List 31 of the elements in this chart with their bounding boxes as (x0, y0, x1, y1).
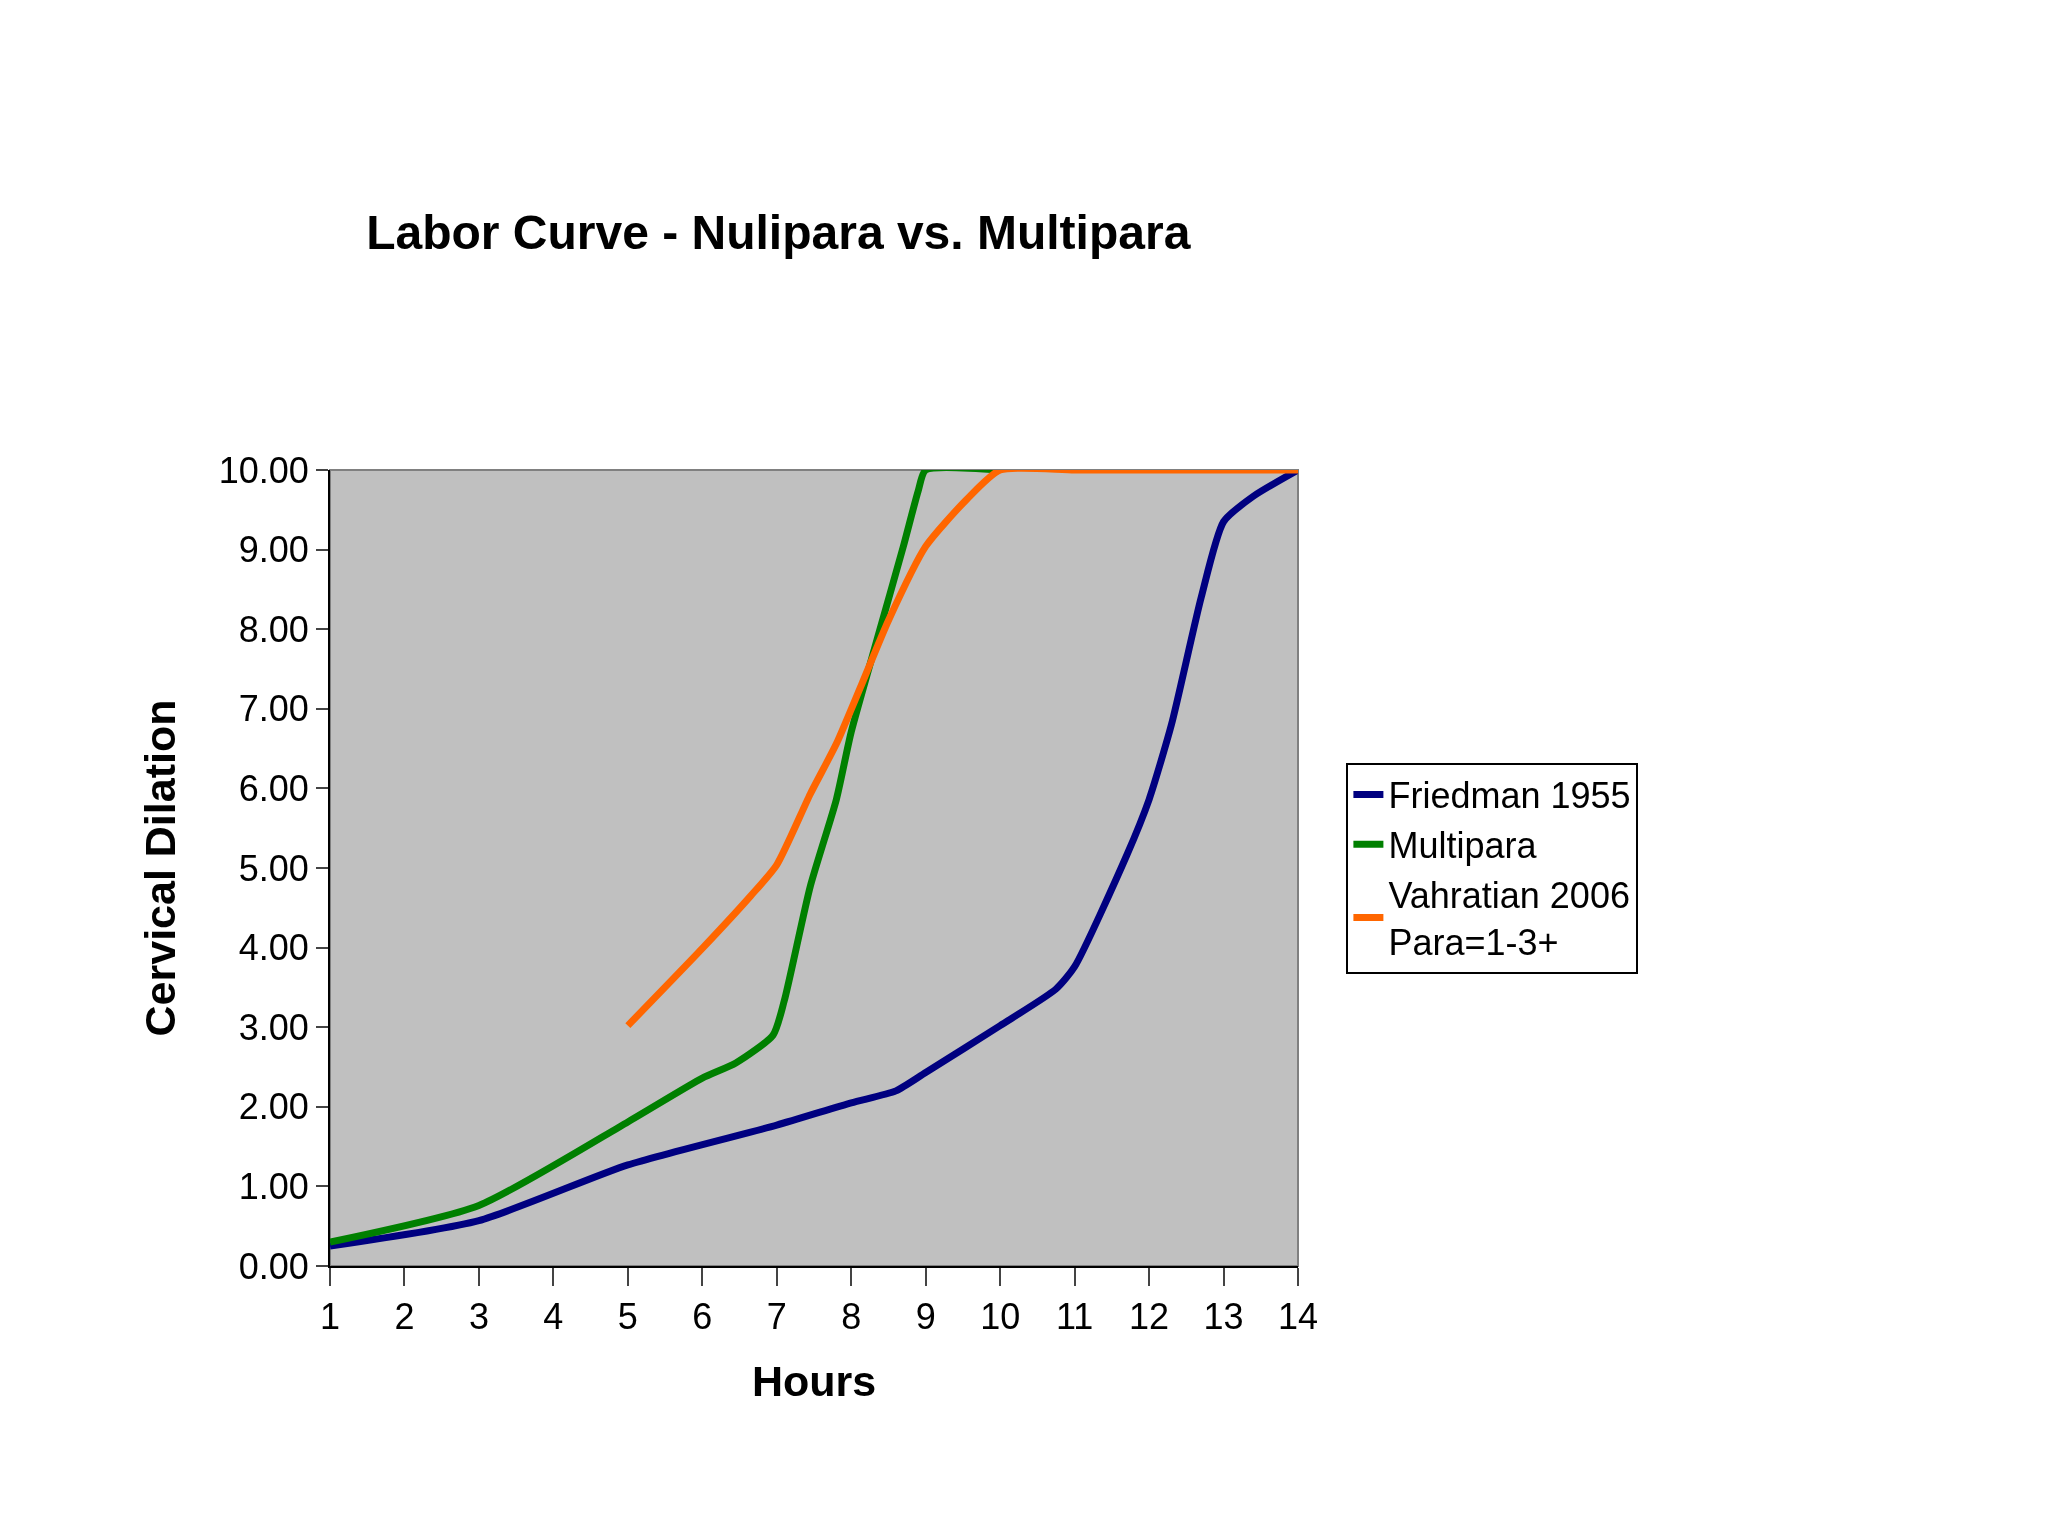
x-tick-label: 12 (1129, 1296, 1170, 1338)
legend-label: Vahratian 2006 Para=1-3+ (1388, 875, 1630, 963)
y-tick-label: 4.00 (238, 927, 309, 969)
x-tick-label: 4 (543, 1296, 564, 1338)
chart-title: Labor Curve - Nulipara vs. Multipara (366, 205, 1191, 259)
y-tick-label: 2.00 (238, 1086, 309, 1128)
legend-label: Multipara (1388, 825, 1538, 867)
x-tick-label: 6 (692, 1296, 713, 1338)
x-tick-label: 14 (1277, 1296, 1319, 1338)
legend-label: Friedman 1955 (1388, 775, 1631, 817)
x-tick-label: 5 (617, 1296, 638, 1338)
y-tick-label: 8.00 (238, 608, 309, 650)
y-tick-label: 3.00 (238, 1006, 309, 1048)
x-tick-label: 2 (394, 1296, 415, 1338)
x-tick-label: 7 (766, 1296, 787, 1338)
x-axis-title: Hours (751, 1357, 877, 1406)
y-tick-label: 10.00 (218, 449, 309, 491)
x-tick-label: 9 (915, 1296, 936, 1338)
y-tick-label: 1.00 (238, 1166, 309, 1207)
y-tick-label: 5.00 (238, 847, 309, 889)
y-tick-label: 9.00 (238, 529, 309, 571)
x-tick-label: 1 (319, 1296, 341, 1338)
y-axis-title: Cervical Dilation (135, 699, 184, 1037)
y-tick-label: 7.00 (238, 688, 309, 730)
y-tick-label: 0.00 (238, 1245, 309, 1287)
x-tick-label: 3 (468, 1296, 489, 1338)
x-tick-label: 13 (1203, 1296, 1244, 1338)
x-tick-label: 10 (980, 1296, 1021, 1338)
y-tick-label: 6.00 (238, 768, 309, 809)
x-tick-label: 8 (841, 1296, 862, 1338)
x-tick-label: 11 (1055, 1296, 1094, 1338)
